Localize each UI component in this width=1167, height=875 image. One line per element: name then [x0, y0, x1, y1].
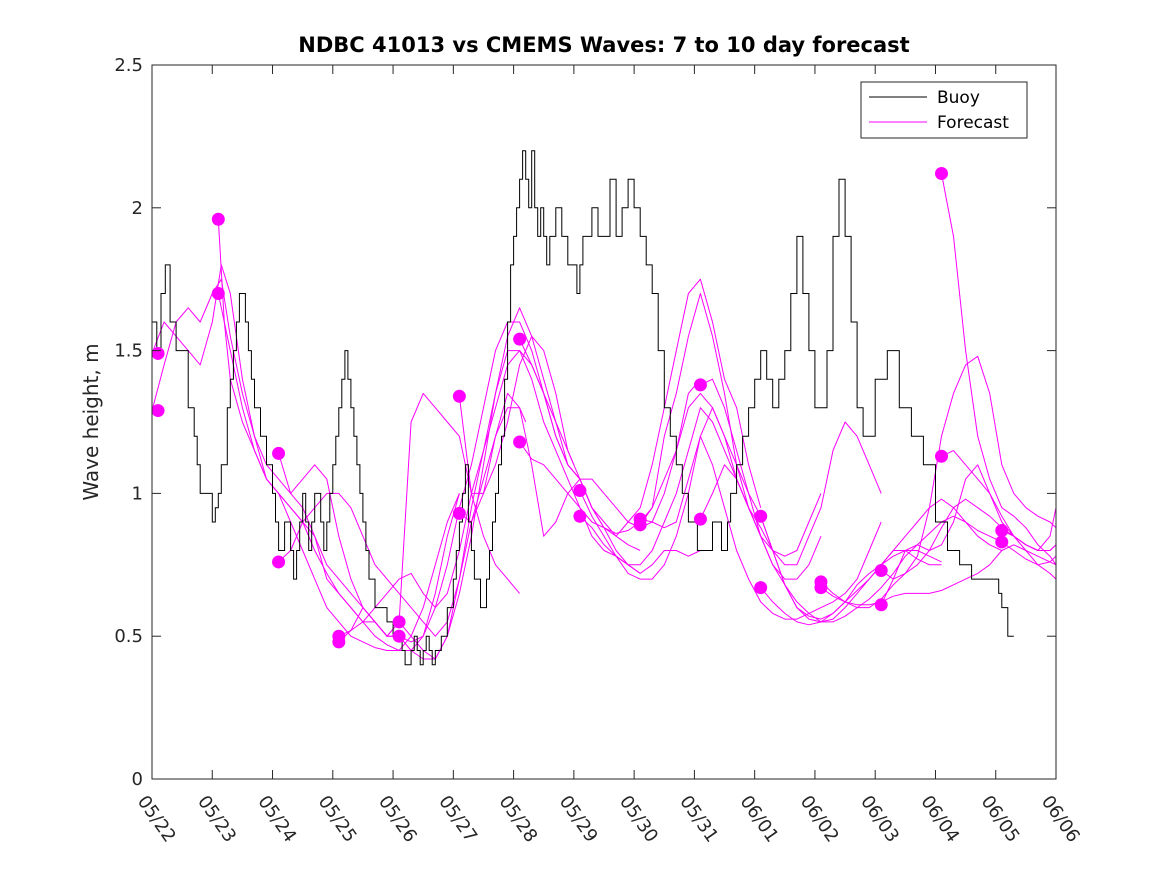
forecast-line-16	[640, 435, 882, 620]
forecast-marker	[934, 449, 948, 463]
forecast-line-3	[217, 293, 460, 651]
legend-forecast-label: Forecast	[937, 113, 1009, 133]
forecast-marker	[151, 404, 165, 418]
plot-area	[152, 65, 1056, 779]
y-tick-label: 2.5	[114, 55, 143, 76]
forecast-marker	[874, 598, 888, 612]
y-tick-label: 2	[132, 198, 143, 219]
forecast-marker	[392, 615, 406, 629]
forecast-line-12	[519, 278, 762, 537]
forecast-marker	[392, 629, 406, 643]
y-axis-label: Wave height, m	[79, 343, 103, 500]
forecast-marker	[452, 389, 466, 403]
forecast-line-23	[820, 544, 1057, 606]
forecast-marker	[211, 212, 225, 226]
forecast-marker	[995, 535, 1009, 549]
forecast-line-26	[941, 173, 1057, 566]
y-axis-ticks: 0 0.5 1 1.5 2 2.5	[114, 55, 1056, 790]
forecast-line-28	[1001, 530, 1057, 551]
legend: Buoy Forecast	[860, 81, 1028, 139]
forecast-marker	[995, 524, 1009, 538]
y-tick-label: 1.5	[114, 341, 143, 362]
forecast-marker	[452, 506, 466, 520]
forecast-marker	[754, 581, 768, 595]
forecast-line-27	[941, 450, 1057, 580]
y-tick-label: 0	[132, 769, 143, 790]
legend-buoy-label: Buoy	[937, 88, 980, 108]
forecast-line-20	[760, 515, 1003, 623]
forecast-line-17	[639, 293, 882, 566]
forecast-marker	[151, 346, 165, 360]
forecast-marker	[332, 635, 346, 649]
forecast-marker	[874, 564, 888, 578]
forecast-marker	[211, 286, 225, 300]
chart-title: NDBC 41013 vs CMEMS Waves: 7 to 10 day f…	[298, 33, 909, 57]
buoy-line	[152, 150, 1014, 666]
y-tick-label: 0.5	[114, 626, 143, 647]
forecast-marker	[693, 378, 707, 392]
legend-box	[860, 81, 1028, 139]
forecast-marker	[814, 581, 828, 595]
forecast-marker	[272, 555, 286, 569]
forecast-line-24	[880, 355, 1057, 580]
forecast-line-29	[1001, 541, 1057, 566]
forecast-line-15	[579, 407, 822, 566]
y-tick-label: 1	[132, 483, 143, 504]
forecast-marker	[272, 446, 286, 460]
axes-box	[151, 64, 1057, 780]
forecast-marker	[513, 332, 527, 346]
forecast-line-2	[217, 219, 460, 651]
forecast-marker	[633, 518, 647, 532]
forecast-line-9	[398, 350, 641, 660]
forecast-marker	[693, 512, 707, 526]
forecast-marker	[573, 484, 587, 498]
forecast-markers	[151, 167, 1009, 649]
forecast-marker	[573, 509, 587, 523]
forecast-marker	[934, 167, 948, 181]
forecast-marker	[754, 509, 768, 523]
forecast-marker	[513, 435, 527, 449]
forecast-line-4	[278, 392, 520, 637]
